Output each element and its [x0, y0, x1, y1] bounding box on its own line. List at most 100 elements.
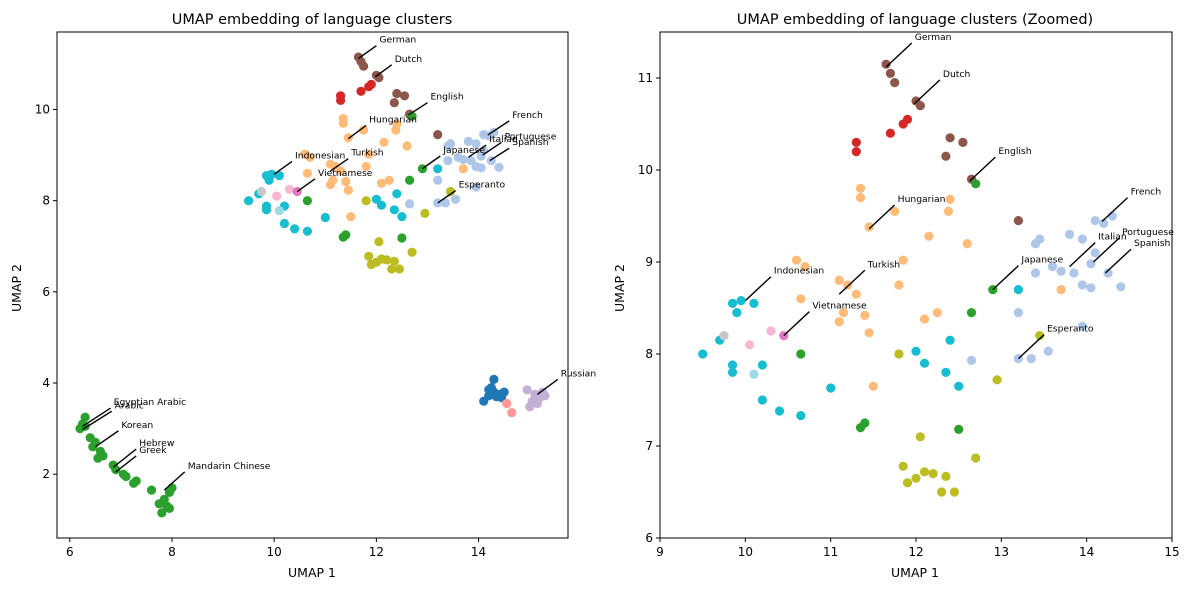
annotation-label: English — [998, 146, 1031, 157]
scatter-point — [146, 485, 157, 495]
chart-title: UMAP embedding of language clusters (Zoo… — [737, 12, 1093, 28]
scatter-point — [341, 176, 351, 187]
scatter-point — [1077, 321, 1087, 331]
y-tick-label: 9 — [645, 255, 653, 269]
annotation-leader-line — [1101, 197, 1129, 223]
scatter-point — [305, 152, 315, 162]
annotation-label: Dutch — [943, 69, 971, 80]
scatter-point — [405, 175, 415, 185]
plot-frame — [659, 31, 1173, 539]
scatter-point — [433, 164, 443, 174]
scatter-point — [389, 205, 399, 215]
scatter-point — [727, 367, 738, 377]
annotation-leader-line — [1093, 237, 1120, 263]
scatter-point — [864, 328, 874, 338]
annotation-leader-line — [374, 64, 393, 78]
scatter-point — [868, 381, 878, 391]
scatter-point — [745, 340, 755, 350]
scatter-point — [374, 237, 384, 247]
y-tick-label: 2 — [42, 467, 50, 481]
scatter-point — [838, 308, 849, 318]
chart-zoomed: UMAP embedding of language clusters (Zoo… — [612, 12, 1180, 580]
annotations: German Dutch English French Hungarian Portugu… — [82, 35, 596, 491]
annotation-label: Vietnamese — [318, 168, 373, 179]
scatter-point — [338, 232, 348, 242]
scatter-point — [256, 186, 266, 197]
scatter-point — [272, 191, 282, 201]
y-tick-label: 7 — [645, 439, 653, 453]
scatter-point — [749, 298, 759, 308]
scatter-point — [881, 59, 891, 69]
scatter-point — [359, 125, 369, 135]
scatter-point — [1056, 266, 1066, 276]
scatter-point — [382, 255, 392, 265]
annotation-leader-line — [744, 276, 772, 302]
x-tick-label: 9 — [656, 545, 664, 559]
scatter-point — [774, 406, 785, 416]
scatter-point — [279, 218, 289, 229]
annotation-label: Dutch — [395, 54, 423, 65]
scatter-point — [719, 331, 729, 341]
annotation-label: Spanish — [512, 137, 548, 148]
scatter-point — [911, 473, 921, 483]
scatter-point — [834, 317, 844, 327]
scatter-point — [471, 182, 481, 192]
annotation-label: Indonesian — [295, 150, 345, 161]
scatter-point — [800, 262, 810, 272]
scatter-point — [911, 346, 921, 356]
x-tick-label: 14 — [471, 545, 486, 559]
scatter-point — [405, 199, 415, 209]
scatter-point — [966, 308, 977, 318]
scatter-point — [458, 155, 468, 165]
scatter-point — [540, 391, 550, 401]
scatter-point — [336, 166, 346, 176]
annotation-label: Mandarin Chinese — [188, 461, 271, 472]
annotation-label: Spanish — [1134, 238, 1170, 249]
scatter-point — [463, 136, 473, 146]
scatter-point — [928, 469, 938, 479]
scatter-point — [389, 98, 399, 108]
scatter-point — [843, 280, 853, 290]
y-tick-label: 8 — [42, 194, 50, 208]
scatter-point — [1077, 234, 1087, 244]
chart-title: UMAP embedding of language clusters — [172, 12, 453, 28]
scatter-point — [919, 467, 930, 477]
y-tick-label: 10 — [638, 163, 653, 177]
scatter-point — [364, 82, 374, 92]
scatter-point — [1026, 354, 1036, 364]
scatter-point — [98, 451, 108, 461]
annotation-label: English — [430, 92, 463, 103]
scatter-point — [489, 374, 499, 384]
scatter-point — [971, 453, 981, 463]
annotation-leader-line — [115, 455, 137, 473]
scatter-point — [121, 471, 131, 482]
y-axis-ticks: 6 7 8 9 10 11 — [638, 71, 660, 545]
scatter-point — [945, 194, 955, 204]
annotation-leader-line — [467, 144, 487, 158]
y-tick-label: 11 — [638, 71, 653, 85]
scatter-point — [302, 226, 312, 236]
scatter-point — [898, 119, 908, 129]
scatter-point — [157, 508, 167, 518]
scatter-point — [325, 180, 335, 190]
scatter-point — [361, 196, 371, 206]
scatter-point — [945, 335, 955, 345]
scatter-point — [851, 289, 861, 299]
scatter-point — [924, 231, 934, 241]
scatter-point — [376, 200, 387, 210]
y-tick-label: 10 — [35, 102, 50, 116]
x-tick-label: 14 — [1079, 545, 1094, 559]
scatter-point — [732, 308, 742, 318]
scatter-point — [359, 61, 369, 71]
scatter-point — [320, 212, 330, 223]
annotation-label: German — [915, 32, 952, 43]
scatter-point — [757, 360, 768, 370]
scatter-point — [302, 196, 312, 206]
scatter-point — [796, 349, 806, 359]
scatter-point — [1065, 229, 1075, 239]
annotation-label: Arabic — [115, 400, 144, 411]
annotation-leader-line — [273, 160, 293, 175]
annotation-label: Italian — [1098, 232, 1127, 243]
scatter-point — [757, 395, 768, 405]
